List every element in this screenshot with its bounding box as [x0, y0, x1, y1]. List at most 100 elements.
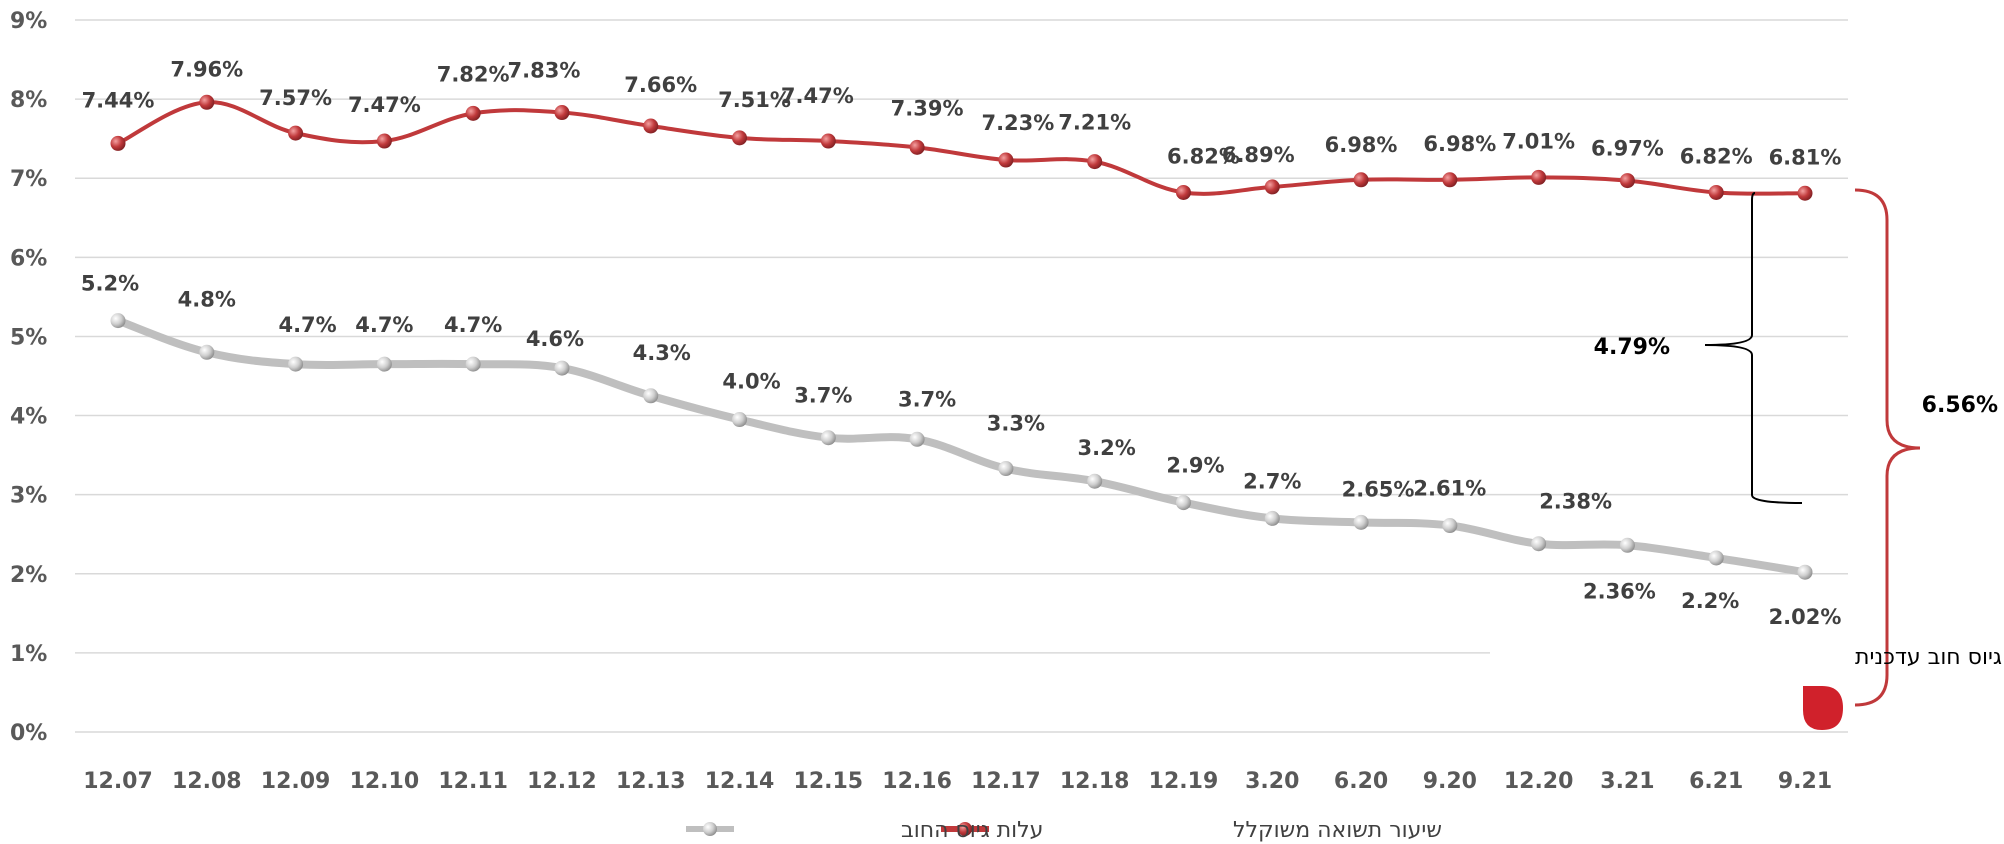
data-point-debt-cost [1531, 536, 1547, 552]
data-point-yield [1175, 184, 1191, 200]
legend-item-debt-cost: עלות גיוס החוב [686, 818, 1043, 843]
data-label-debt-cost: 2.61% [1413, 477, 1486, 501]
data-label-debt-cost: 3.3% [987, 412, 1045, 436]
data-label-yield: 6.82% [1167, 144, 1240, 168]
data-point-yield [1264, 179, 1280, 195]
x-tick-label: 6.21 [1689, 769, 1743, 794]
data-point-debt-cost [820, 430, 836, 446]
y-tick-label: 5% [10, 325, 47, 350]
data-point-yield [554, 105, 570, 121]
data-point-yield [820, 133, 836, 149]
data-label-yield: 7.21% [1058, 111, 1131, 135]
x-tick-label: 9.21 [1778, 769, 1832, 794]
y-tick-label: 7% [10, 167, 47, 192]
data-label-debt-cost: 2.9% [1166, 454, 1224, 478]
data-point-debt-cost [1797, 564, 1813, 580]
brand-logo-icon [1803, 686, 1843, 730]
data-label-debt-cost: 3.7% [794, 384, 852, 408]
data-point-yield [643, 118, 659, 134]
data-label-yield: 6.82% [1680, 144, 1753, 168]
y-tick-label: 3% [10, 484, 47, 509]
data-point-yield [998, 152, 1014, 168]
y-tick-label: 6% [10, 246, 47, 271]
legend-item-yield: שיעור תשואה משוקלל [941, 818, 1442, 843]
data-label-yield: 6.98% [1325, 133, 1398, 157]
data-point-debt-cost [199, 344, 215, 360]
outer-brace [1854, 188, 1921, 707]
data-label-debt-cost: 2.7% [1243, 469, 1301, 493]
data-label-debt-cost: 4.0% [722, 370, 780, 394]
gridlines [75, 19, 1848, 733]
x-axis: 12.07 12.08 12.09 12.10 12.11 12.12 12.13 12.14… [83, 769, 1832, 794]
x-tick-label: 12.18 [1060, 769, 1130, 794]
data-label-yield: 7.47% [781, 84, 854, 108]
data-label-yield: 7.01% [1502, 129, 1575, 153]
data-point-debt-cost [1264, 510, 1280, 526]
data-labels: 7.44% 7.96% 7.57% 7.47% 7.82%7.83% 7.66% 7.51%… [81, 57, 1842, 629]
data-point-yield [376, 133, 392, 149]
y-axis: 0% 1% 2% 3% 4% 5% 6% 7% 8% 9% [10, 9, 47, 746]
data-label-yield: 6.89% [1222, 143, 1295, 167]
data-label-yield: 7.23% [981, 111, 1054, 135]
data-label-yield: 6.97% [1591, 137, 1664, 161]
data-label-debt-cost: 4.3% [633, 341, 691, 365]
data-label-yield: 7.51% [718, 88, 791, 112]
data-point-debt-cost [1708, 550, 1724, 566]
data-label-yield: 7.44% [82, 88, 155, 112]
x-tick-label: 12.09 [261, 769, 331, 794]
x-tick-label: 12.14 [705, 769, 775, 794]
x-tick-label: 6.20 [1334, 769, 1388, 794]
data-label-yield: 6.81% [1769, 145, 1842, 169]
data-label-yield: 7.39% [891, 96, 964, 120]
data-label-debt-cost: 5.2% [81, 272, 139, 296]
x-tick-label: 12.15 [794, 769, 864, 794]
data-point-debt-cost [1353, 514, 1369, 530]
data-point-debt-cost [110, 313, 126, 329]
x-tick-label: 12.13 [616, 769, 686, 794]
data-label-yield: 7.66% [624, 73, 697, 97]
debt-cost-note: 0.25% עלות גיוס חוב עדכנית [1855, 645, 2004, 670]
data-label-debt-cost: 3.7% [898, 387, 956, 411]
series-layer [110, 94, 1813, 580]
data-label-yield: 7.96% [170, 57, 243, 81]
data-point-debt-cost [732, 412, 748, 428]
y-tick-label: 8% [10, 88, 47, 113]
x-tick-label: 9.20 [1423, 769, 1477, 794]
data-label-debt-cost: 2.2% [1681, 589, 1739, 613]
x-tick-label: 12.08 [172, 769, 242, 794]
data-point-debt-cost [909, 431, 925, 447]
x-tick-label: 12.11 [438, 769, 508, 794]
data-point-yield [1708, 184, 1724, 200]
data-point-yield [1531, 169, 1547, 185]
y-tick-label: 9% [10, 9, 47, 34]
data-label-debt-cost: 4.7% [278, 313, 336, 337]
data-label-debt-cost: 2.65% [1342, 477, 1415, 501]
data-label-debt-cost: 4.7% [444, 313, 502, 337]
data-label-yield: 6.98% [1423, 132, 1496, 156]
outer-brace-label: 6.56% [1922, 393, 1998, 418]
data-point-yield [1442, 172, 1458, 188]
data-point-yield [732, 130, 748, 146]
data-point-debt-cost [1619, 537, 1635, 553]
data-point-debt-cost [1175, 495, 1191, 511]
x-tick-label: 12.17 [971, 769, 1041, 794]
data-point-yield [1087, 154, 1103, 170]
x-tick-label: 12.07 [83, 769, 153, 794]
legend-label-debt-cost: עלות גיוס החוב [901, 818, 1043, 843]
data-label-yield: 7.47% [348, 93, 421, 117]
x-tick-label: 12.16 [882, 769, 952, 794]
data-label-debt-cost: 4.8% [178, 287, 236, 311]
series-line-debt-cost [114, 316, 1809, 577]
x-tick-label: 12.20 [1504, 769, 1574, 794]
y-tick-label: 2% [10, 563, 47, 588]
data-point-debt-cost [554, 360, 570, 376]
data-point-debt-cost [288, 356, 304, 372]
data-point-debt-cost [465, 356, 481, 372]
data-point-yield [465, 105, 481, 121]
y-tick-label: 1% [10, 642, 47, 667]
data-point-yield [1353, 172, 1369, 188]
data-point-yield [909, 139, 925, 155]
inner-brace-label: 4.79% [1594, 335, 1670, 360]
data-point-yield [199, 94, 215, 110]
data-label-yield: 7.57% [259, 86, 332, 110]
